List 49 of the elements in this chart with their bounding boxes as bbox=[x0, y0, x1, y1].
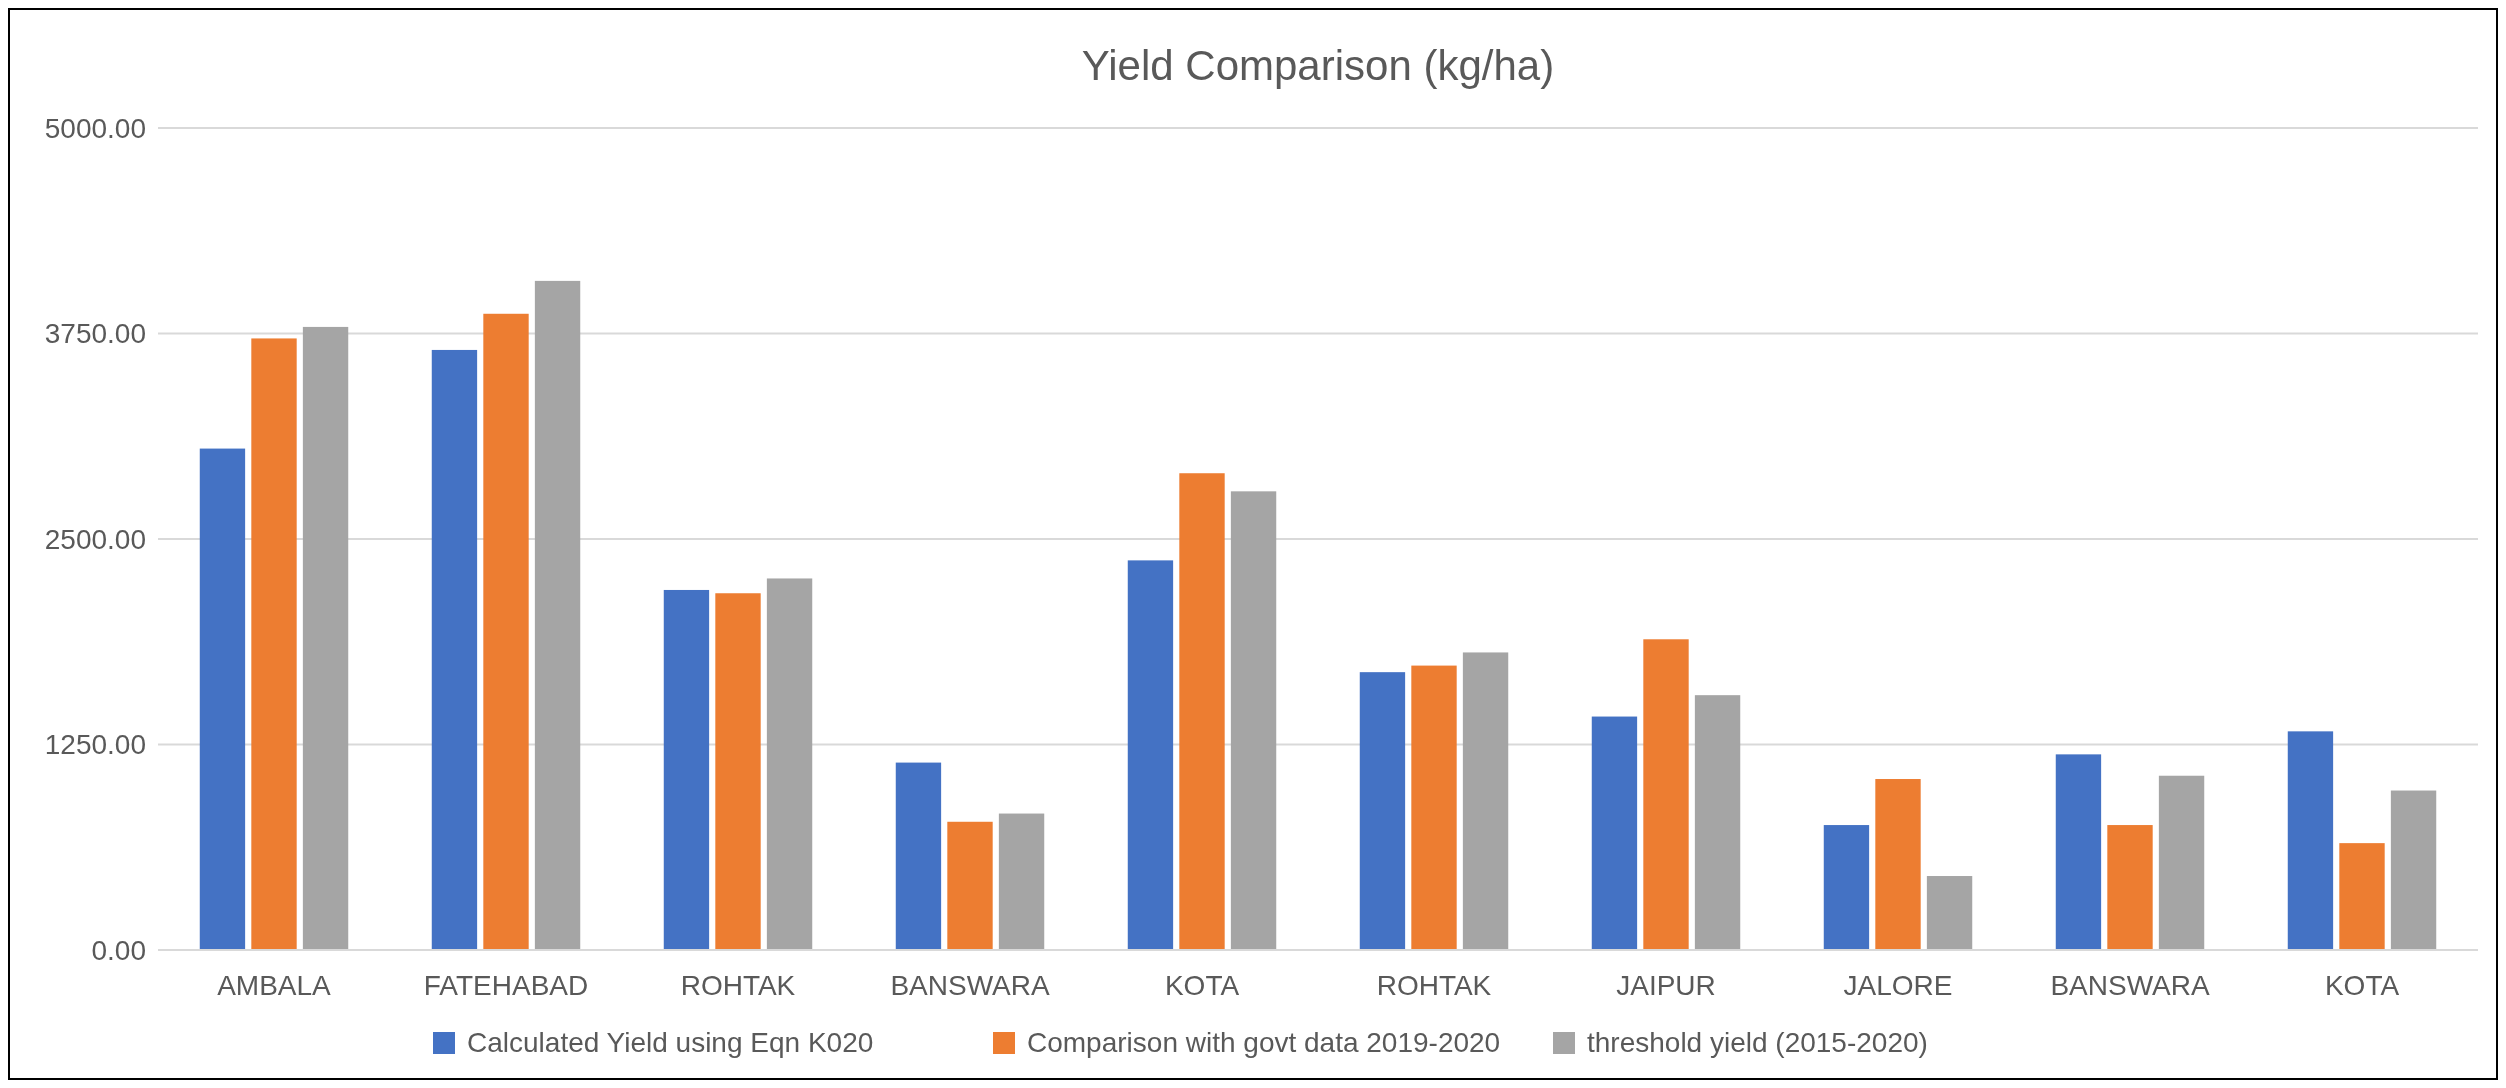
bar bbox=[1127, 560, 1174, 950]
bar bbox=[534, 280, 581, 950]
bar bbox=[1823, 825, 1870, 950]
legend-label: threshold yield (2015-2020) bbox=[1587, 1027, 1928, 1058]
chart-title: Yield Comparison (kg/ha) bbox=[1081, 42, 1555, 89]
bar bbox=[483, 313, 529, 950]
bar bbox=[1875, 779, 1921, 950]
x-tick-label: KOTA bbox=[2324, 970, 2400, 1001]
bar bbox=[715, 593, 761, 950]
bar bbox=[302, 326, 349, 950]
y-tick-label: 2500.00 bbox=[44, 523, 146, 555]
y-tick-label: 3750.00 bbox=[44, 318, 146, 350]
legend-label: Calculated Yield using Eqn K020 bbox=[467, 1027, 874, 1058]
bar bbox=[1462, 652, 1509, 950]
x-tick-label: JALORE bbox=[1843, 970, 1953, 1001]
x-tick-label: BANSWARA bbox=[890, 970, 1050, 1001]
x-tick-label: AMBALA bbox=[217, 970, 332, 1001]
bar bbox=[895, 762, 942, 950]
bar bbox=[2339, 843, 2385, 950]
bar bbox=[431, 349, 478, 950]
bar bbox=[947, 821, 993, 950]
bar bbox=[663, 589, 710, 950]
x-tick-label: JAIPUR bbox=[1616, 970, 1716, 1001]
bar bbox=[2107, 825, 2153, 950]
bar bbox=[998, 813, 1045, 950]
y-tick-label: 1250.00 bbox=[44, 729, 146, 761]
bar bbox=[1643, 639, 1689, 950]
bar bbox=[2287, 731, 2334, 950]
x-tick-label: ROHTAK bbox=[1376, 970, 1492, 1001]
bar bbox=[1591, 716, 1638, 950]
bar bbox=[1411, 665, 1457, 950]
bar bbox=[1694, 695, 1741, 950]
bar bbox=[1230, 491, 1277, 950]
bar bbox=[766, 578, 813, 950]
y-tick-label: 0.00 bbox=[91, 934, 146, 966]
bar bbox=[2158, 775, 2205, 950]
y-tick-label: 5000.00 bbox=[44, 112, 146, 144]
x-tick-label: FATEHABAD bbox=[423, 970, 589, 1001]
x-tick-label: BANSWARA bbox=[2050, 970, 2210, 1001]
bar bbox=[1359, 672, 1406, 950]
bar bbox=[2390, 790, 2437, 950]
bar bbox=[251, 338, 297, 950]
x-tick-label: ROHTAK bbox=[680, 970, 796, 1001]
x-tick-label: KOTA bbox=[1164, 970, 1240, 1001]
bar bbox=[1926, 876, 1973, 950]
legend-label: Comparison with govt data 2019-2020 bbox=[1027, 1027, 1501, 1058]
bar bbox=[199, 448, 246, 950]
bar bbox=[1179, 473, 1225, 950]
bar bbox=[2055, 754, 2102, 950]
